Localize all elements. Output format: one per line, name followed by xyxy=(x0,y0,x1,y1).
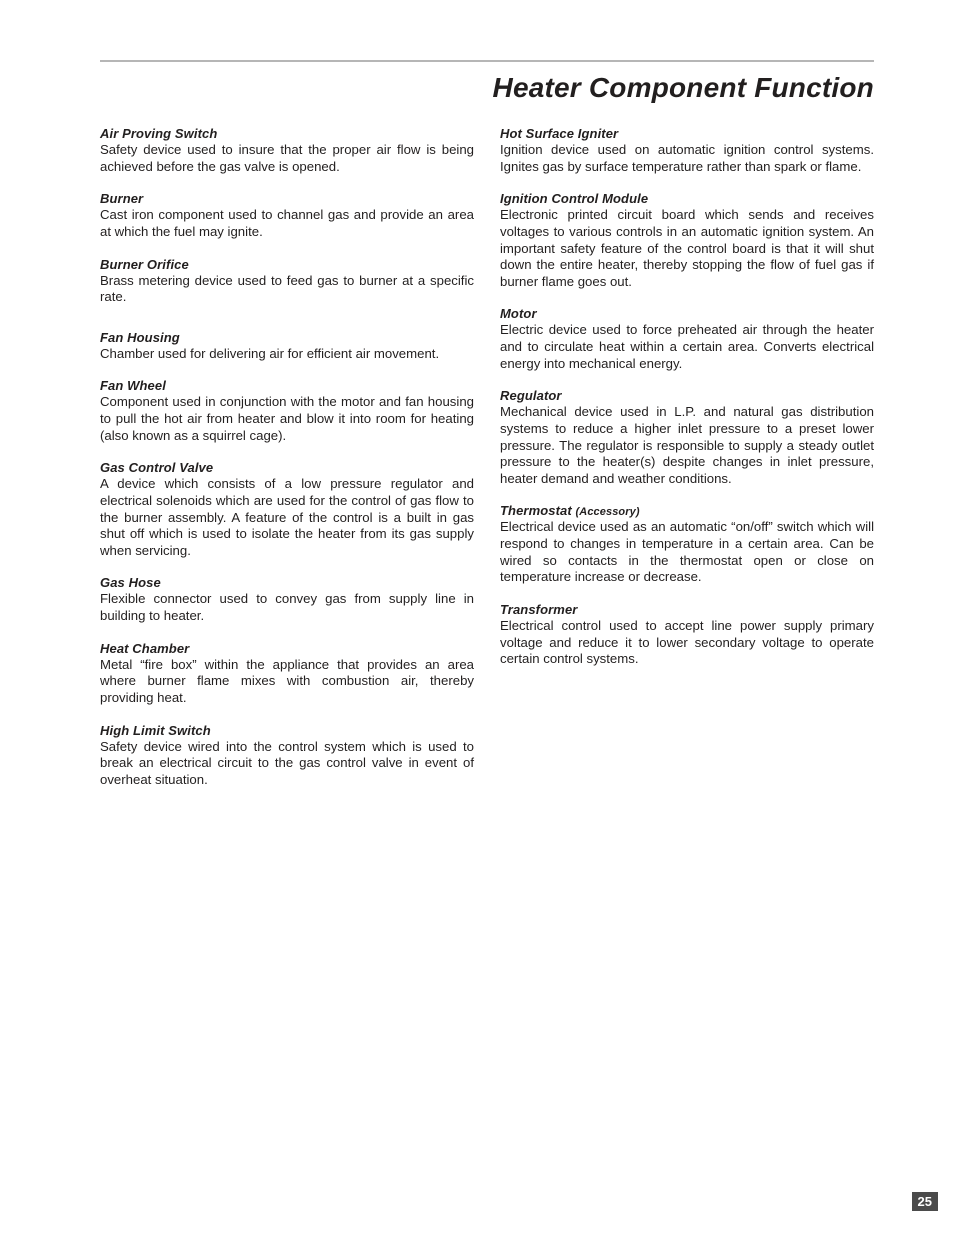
term-description: Component used in conjunction with the m… xyxy=(100,394,474,444)
glossary-entry: Gas Hose Flexible connector used to conv… xyxy=(100,575,474,624)
page-container: Heater Component Function Air Proving Sw… xyxy=(0,0,954,844)
glossary-entry: Gas Control Valve A device which consist… xyxy=(100,460,474,559)
term-heading: Air Proving Switch xyxy=(100,126,474,141)
page-title: Heater Component Function xyxy=(100,72,874,104)
column-left: Air Proving Switch Safety device used to… xyxy=(100,126,474,804)
term-heading: Gas Control Valve xyxy=(100,460,474,475)
glossary-entry: Thermostat (Accessory) Electrical device… xyxy=(500,503,874,586)
glossary-entry: Air Proving Switch Safety device used to… xyxy=(100,126,474,175)
columns: Air Proving Switch Safety device used to… xyxy=(100,126,874,804)
term-heading: Heat Chamber xyxy=(100,641,474,656)
glossary-entry: Transformer Electrical control used to a… xyxy=(500,602,874,668)
term-heading: Burner Orifice xyxy=(100,257,474,272)
term-description: Chamber used for delivering air for effi… xyxy=(100,346,474,363)
term-description: Metal “fire box” within the appliance th… xyxy=(100,657,474,707)
term-heading: Fan Housing xyxy=(100,330,474,345)
glossary-entry: Ignition Control Module Electronic print… xyxy=(500,191,874,290)
glossary-entry: High Limit Switch Safety device wired in… xyxy=(100,723,474,789)
term-heading: Thermostat (Accessory) xyxy=(500,503,874,518)
term-description: Cast iron component used to channel gas … xyxy=(100,207,474,240)
column-right: Hot Surface Igniter Ignition device used… xyxy=(500,126,874,804)
term-description: Safety device used to insure that the pr… xyxy=(100,142,474,175)
term-heading: High Limit Switch xyxy=(100,723,474,738)
term-heading: Transformer xyxy=(500,602,874,617)
top-rule xyxy=(100,60,874,62)
term-description: Safety device wired into the control sys… xyxy=(100,739,474,789)
glossary-entry: Hot Surface Igniter Ignition device used… xyxy=(500,126,874,175)
term-description: Mechanical device used in L.P. and natur… xyxy=(500,404,874,487)
glossary-entry: Burner Cast iron component used to chann… xyxy=(100,191,474,240)
glossary-entry: Burner Orifice Brass metering device use… xyxy=(100,257,474,306)
term-heading: Regulator xyxy=(500,388,874,403)
glossary-entry: Fan Housing Chamber used for delivering … xyxy=(100,330,474,363)
term-description: Electronic printed circuit board which s… xyxy=(500,207,874,290)
term-description: A device which consists of a low pressur… xyxy=(100,476,474,559)
term-heading: Motor xyxy=(500,306,874,321)
term-heading: Fan Wheel xyxy=(100,378,474,393)
term-suffix: (Accessory) xyxy=(576,506,640,518)
term-description: Ignition device used on automatic igniti… xyxy=(500,142,874,175)
term-heading: Burner xyxy=(100,191,474,206)
term-description: Flexible connector used to convey gas fr… xyxy=(100,591,474,624)
glossary-entry: Heat Chamber Metal “fire box” within the… xyxy=(100,641,474,707)
term-heading: Hot Surface Igniter xyxy=(500,126,874,141)
glossary-entry: Fan Wheel Component used in conjunction … xyxy=(100,378,474,444)
glossary-entry: Regulator Mechanical device used in L.P.… xyxy=(500,388,874,487)
term-heading: Ignition Control Module xyxy=(500,191,874,206)
term-description: Brass metering device used to feed gas t… xyxy=(100,273,474,306)
term-heading: Gas Hose xyxy=(100,575,474,590)
page-number: 25 xyxy=(912,1192,938,1211)
term-description: Electric device used to force preheated … xyxy=(500,322,874,372)
term-description: Electrical control used to accept line p… xyxy=(500,618,874,668)
term-description: Electrical device used as an automatic “… xyxy=(500,519,874,586)
glossary-entry: Motor Electric device used to force preh… xyxy=(500,306,874,372)
term-main: Thermostat xyxy=(500,503,572,518)
